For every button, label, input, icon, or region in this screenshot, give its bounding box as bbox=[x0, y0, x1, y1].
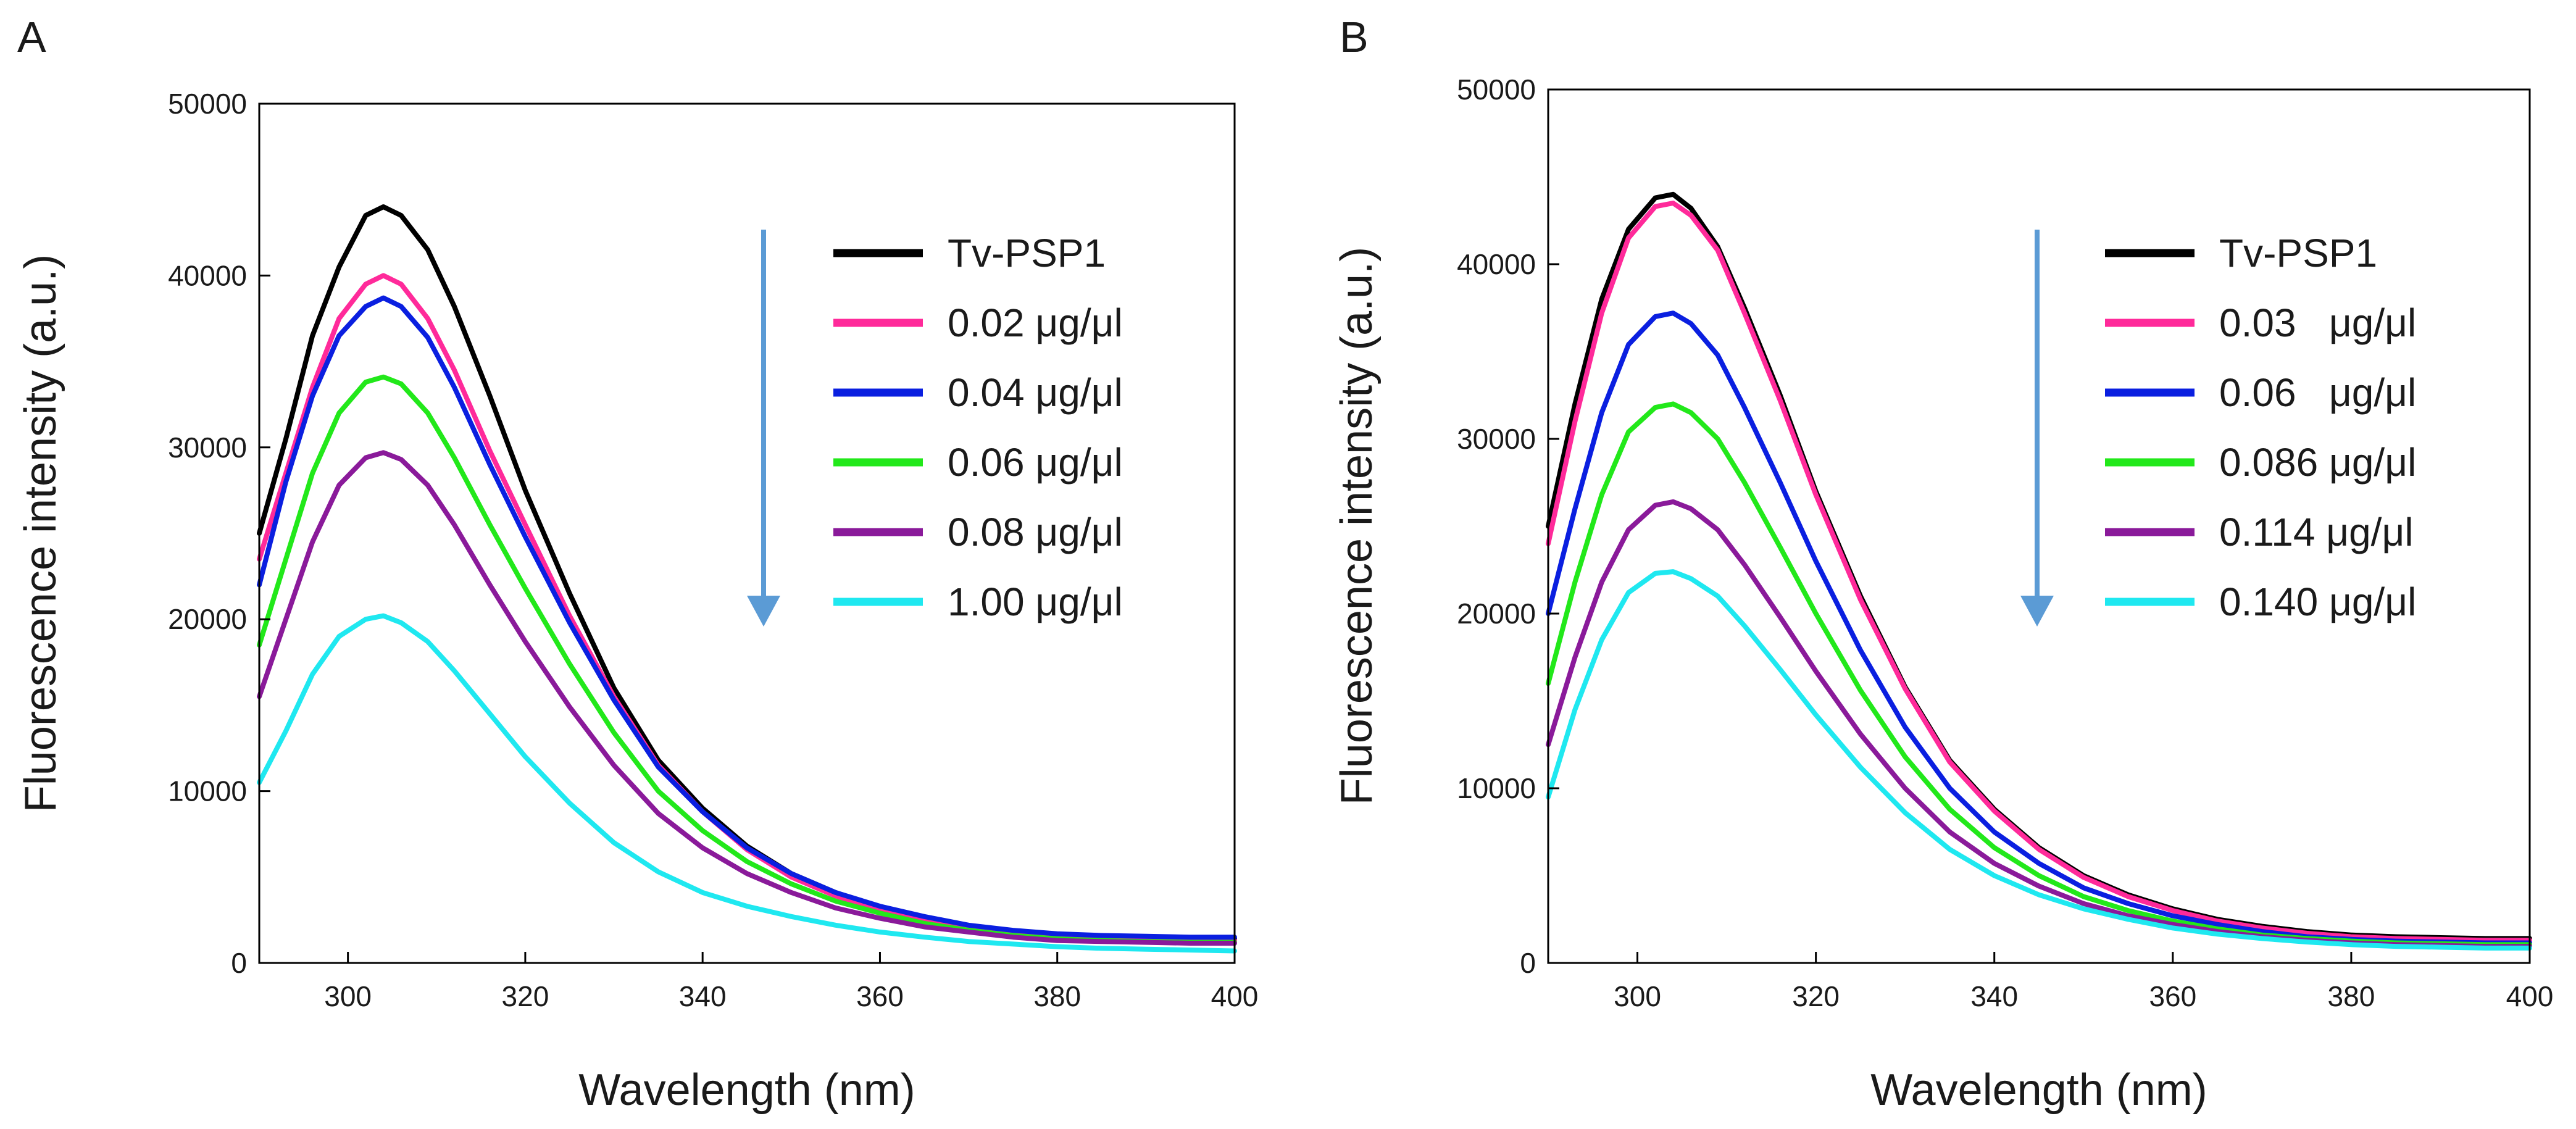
x-tick-label: 360 bbox=[856, 980, 904, 1012]
curves bbox=[257, 204, 1237, 954]
trend-arrow-head bbox=[747, 596, 780, 627]
legend-label: Tv-PSP1 bbox=[948, 231, 1106, 275]
y-tick-label: 50000 bbox=[1457, 73, 1536, 106]
y-tick-label: 20000 bbox=[168, 603, 247, 635]
x-tick-label: 380 bbox=[2328, 980, 2375, 1012]
trend-arrow bbox=[747, 230, 780, 627]
legend-label: 0.140 μg/μl bbox=[2219, 580, 2416, 624]
curves bbox=[1546, 191, 2532, 951]
x-tick-label: 400 bbox=[1211, 980, 1259, 1012]
legend-label: 0.06 μg/μl bbox=[2219, 370, 2416, 415]
y-tick-label: 30000 bbox=[168, 431, 247, 464]
plot-frame bbox=[1547, 88, 2531, 964]
x-tick-label: 360 bbox=[2149, 980, 2196, 1012]
x-tick-label: 380 bbox=[1033, 980, 1081, 1012]
series-line-2 bbox=[257, 295, 1237, 940]
y-tick-label: 0 bbox=[1520, 947, 1536, 979]
x-tick-label: 320 bbox=[1792, 980, 1840, 1012]
trend-arrow-head bbox=[2020, 596, 2054, 627]
panel-label: B bbox=[1340, 13, 1369, 61]
x-axis-title: Wavelength (nm) bbox=[1870, 1065, 2207, 1115]
y-tick-label: 40000 bbox=[1457, 248, 1536, 280]
x-tick-label: 320 bbox=[502, 980, 549, 1012]
y-tick-label: 30000 bbox=[1457, 423, 1536, 455]
y-tick-label: 10000 bbox=[1457, 772, 1536, 804]
legend: Tv-PSP1 0.02 μg/μl 0.04 μg/μl 0.06 μg/μl 0.0… bbox=[833, 231, 1123, 624]
x-tick-label: 340 bbox=[1970, 980, 2018, 1012]
x-axis: 300 320 340 360 380 400 bbox=[324, 952, 1258, 1012]
y-tick-label: 20000 bbox=[1457, 598, 1536, 630]
y-tick-label: 50000 bbox=[168, 88, 247, 120]
legend-label: Tv-PSP1 bbox=[2219, 231, 2377, 275]
y-axis-title: Fluorescence intensity (a.u.) bbox=[16, 254, 65, 812]
legend: Tv-PSP1 0.03 μg/μl 0.06 μg/μl 0.086 μg/μl 0.… bbox=[2105, 231, 2416, 624]
x-tick-label: 400 bbox=[2506, 980, 2554, 1012]
legend-label: 0.086 μg/μl bbox=[2219, 440, 2416, 485]
x-tick-label: 340 bbox=[679, 980, 727, 1012]
x-tick-label: 300 bbox=[1614, 980, 1661, 1012]
series-line-5 bbox=[1546, 569, 2532, 951]
plot-frame bbox=[258, 102, 1236, 964]
x-axis: 300 320 340 360 380 400 bbox=[1614, 952, 2553, 1012]
y-axis: 0 10000 20000 30000 40000 50000 bbox=[1457, 73, 1559, 979]
legend-label: 0.04 μg/μl bbox=[948, 370, 1123, 415]
legend-label: 0.06 μg/μl bbox=[948, 440, 1123, 485]
panel-a: A 0 10000 20000 30000 40000 50000 300 320 340 36… bbox=[16, 13, 1258, 1115]
series-line-4 bbox=[257, 450, 1237, 946]
legend-label: 0.02 μg/μl bbox=[948, 301, 1123, 345]
panel-label: A bbox=[17, 13, 46, 61]
legend-label: 0.08 μg/μl bbox=[948, 510, 1123, 554]
legend-label: 0.114 μg/μl bbox=[2219, 510, 2414, 554]
y-axis-title: Fluorescence intensity (a.u.) bbox=[1332, 247, 1382, 805]
y-tick-label: 40000 bbox=[168, 259, 247, 291]
trend-arrow bbox=[2020, 230, 2054, 627]
y-axis: 0 10000 20000 30000 40000 50000 bbox=[168, 88, 270, 979]
y-tick-label: 10000 bbox=[168, 775, 247, 807]
x-axis-title: Wavelength (nm) bbox=[578, 1065, 915, 1115]
x-tick-label: 300 bbox=[324, 980, 372, 1012]
panel-b: B 0 10000 20000 30000 40000 50000 300 320 340 36… bbox=[1332, 13, 2553, 1115]
series-line-1 bbox=[1546, 201, 2532, 943]
legend-label: 0.03 μg/μl bbox=[2219, 301, 2416, 345]
legend-label: 1.00 μg/μl bbox=[948, 580, 1123, 624]
y-tick-label: 0 bbox=[231, 947, 247, 979]
series-line-5 bbox=[257, 613, 1237, 954]
